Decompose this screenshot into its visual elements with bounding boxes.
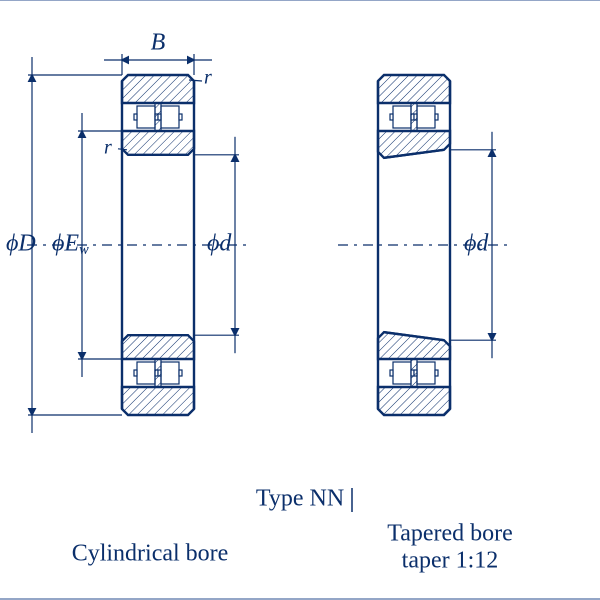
engineering-drawing: r r BϕD ϕEw ϕd ϕd Type NN Cylindrical bore Taper… — [0, 0, 600, 600]
tapered-bore-label-1: Tapered bore — [387, 521, 513, 547]
svg-text:r: r — [104, 136, 112, 158]
svg-text:ϕD: ϕD — [6, 231, 36, 257]
tapered-bore-label-2: taper 1:12 — [402, 548, 499, 574]
svg-text:ϕEw: ϕEw — [52, 231, 89, 259]
svg-text:B: B — [151, 30, 166, 56]
svg-text:r: r — [204, 67, 212, 89]
svg-text:ϕd: ϕd — [207, 231, 232, 257]
svg-text:ϕd: ϕd — [464, 231, 489, 257]
cylindrical-bore-label: Cylindrical bore — [72, 541, 229, 567]
type-label: Type NN — [256, 486, 344, 512]
